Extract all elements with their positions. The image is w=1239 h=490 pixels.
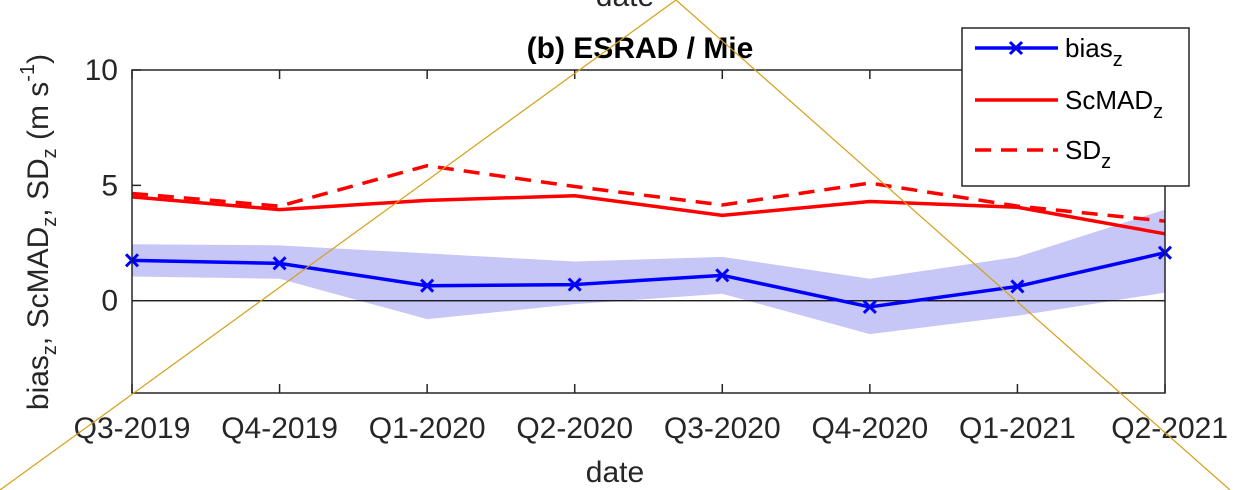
bias-series-line: [131, 251, 1166, 309]
y-label-sub-3: z: [39, 148, 61, 158]
x-tick-label: Q2-2020: [516, 412, 633, 445]
x-tick-label: Q4-2020: [811, 412, 928, 445]
y-tick-label: 10: [85, 54, 118, 87]
chart-title: (b) ESRAD / Mie: [527, 32, 754, 65]
y-label-sub-2: z: [39, 217, 61, 227]
marker-cross: [1010, 279, 1025, 294]
y-label-sd: , SD: [22, 158, 55, 216]
legend-name: bias: [1065, 33, 1113, 63]
legend-label-sd: SDz: [1065, 135, 1111, 173]
y-label-exponent: -1: [17, 64, 39, 82]
bias-marker: [715, 268, 730, 283]
annotation-diagonal-right: [675, 0, 1231, 490]
x-tick-label: Q1-2021: [959, 412, 1076, 445]
y-axis-label: biasz, ScMADz, SDz (m s-1): [17, 54, 61, 410]
legend-subscript: z: [1153, 101, 1163, 123]
y-axis-ticks: 0 5 10: [85, 54, 1165, 318]
bias-marker: [272, 256, 287, 271]
y-tick-label: 5: [101, 169, 118, 202]
bias-confidence-band: [132, 209, 1165, 335]
y-label-sub-1: z: [39, 345, 61, 355]
x-axis-ticks: Q3-2019 Q4-2019 Q1-2020 Q2-2020 Q3-2020 Q4-20…: [74, 70, 1228, 445]
y-label-scmad: , ScMAD: [22, 227, 55, 345]
y-label-units: (m s: [22, 82, 55, 149]
legend-name: ScMAD: [1065, 85, 1153, 115]
legend-box: [961, 27, 1190, 187]
legend-name: SD: [1065, 135, 1101, 165]
x-tick-label: Q1-2020: [369, 412, 486, 445]
legend-marker-bias: [1008, 40, 1024, 56]
marker-cross: [715, 268, 730, 283]
x-tick-label: Q4-2019: [221, 412, 338, 445]
marker-cross: [862, 299, 877, 315]
sd-series-line: [131, 163, 1166, 223]
bias-marker: [567, 277, 582, 292]
x-tick-label: Q2-2021: [1111, 412, 1228, 445]
x-tick-label: Q3-2020: [664, 412, 781, 445]
y-label-close: ): [22, 54, 55, 64]
y-label-bias: bias: [22, 355, 55, 410]
marker-cross: [420, 278, 435, 293]
legend-subscript: z: [1113, 49, 1123, 71]
bias-marker: [420, 278, 435, 293]
legend-label-bias: biasz: [1065, 33, 1123, 71]
annotation-diagonal-left: [0, 0, 677, 490]
legend-label-scmad: ScMADz: [1065, 85, 1163, 123]
y-tick-label: 0: [101, 285, 118, 318]
scmad-series-line: [131, 193, 1166, 236]
marker-cross: [567, 277, 582, 292]
clipped-top-label: date: [596, 0, 654, 13]
x-axis-label: date: [586, 456, 644, 489]
bias-confidence-band-layer: [132, 209, 1165, 335]
marker-cross: [272, 256, 287, 271]
legend-subscript: z: [1101, 151, 1111, 173]
bias-marker: [862, 299, 877, 315]
plot-area-border: [131, 69, 1166, 394]
x-tick-label: Q3-2019: [74, 412, 191, 445]
bias-marker: [1010, 279, 1025, 294]
